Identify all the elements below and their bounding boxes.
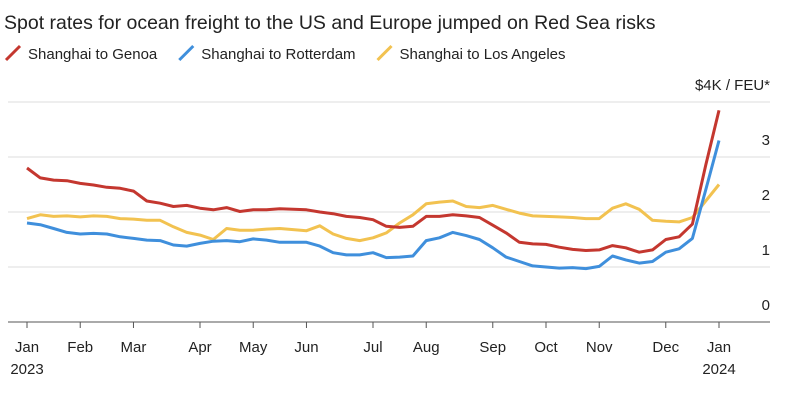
x-tick-label: Jan 2024 xyxy=(702,339,736,378)
series-line xyxy=(26,183,721,243)
x-tick-label: Nov xyxy=(585,339,613,356)
x-tick-label: Feb xyxy=(67,339,94,356)
chart-title: Spot rates for ocean freight to the US a… xyxy=(4,12,656,34)
series-line xyxy=(26,140,721,271)
x-tick-label: Jan 2023 xyxy=(10,339,44,378)
x-tick-label: Jul xyxy=(363,339,383,356)
series-line xyxy=(26,109,721,254)
x-tick-label: May xyxy=(239,339,268,356)
x-tick-label: Aug xyxy=(412,339,440,356)
y-tick-label: 0 xyxy=(762,297,770,314)
y-tick-label: 3 xyxy=(762,132,770,149)
legend-swatch xyxy=(178,44,195,62)
legend-swatch xyxy=(376,44,393,62)
legend-swatch xyxy=(4,44,22,62)
x-tick-label: Dec xyxy=(652,339,680,356)
legend-label: Shanghai to Genoa xyxy=(28,46,158,63)
x-tick-label: Jun xyxy=(294,339,319,356)
y-tick-label: 1 xyxy=(762,242,770,259)
x-tick-label: Sep xyxy=(479,339,507,356)
legend-label: Shanghai to Los Angeles xyxy=(400,46,566,63)
y-tick-label: 2 xyxy=(762,187,770,204)
x-tick-label: Oct xyxy=(534,339,558,356)
legend-label: Shanghai to Rotterdam xyxy=(201,46,355,63)
x-tick-label: Mar xyxy=(120,339,147,356)
x-tick-label: Apr xyxy=(188,339,212,356)
y-tick-label: $4K / FEU* xyxy=(695,77,770,94)
